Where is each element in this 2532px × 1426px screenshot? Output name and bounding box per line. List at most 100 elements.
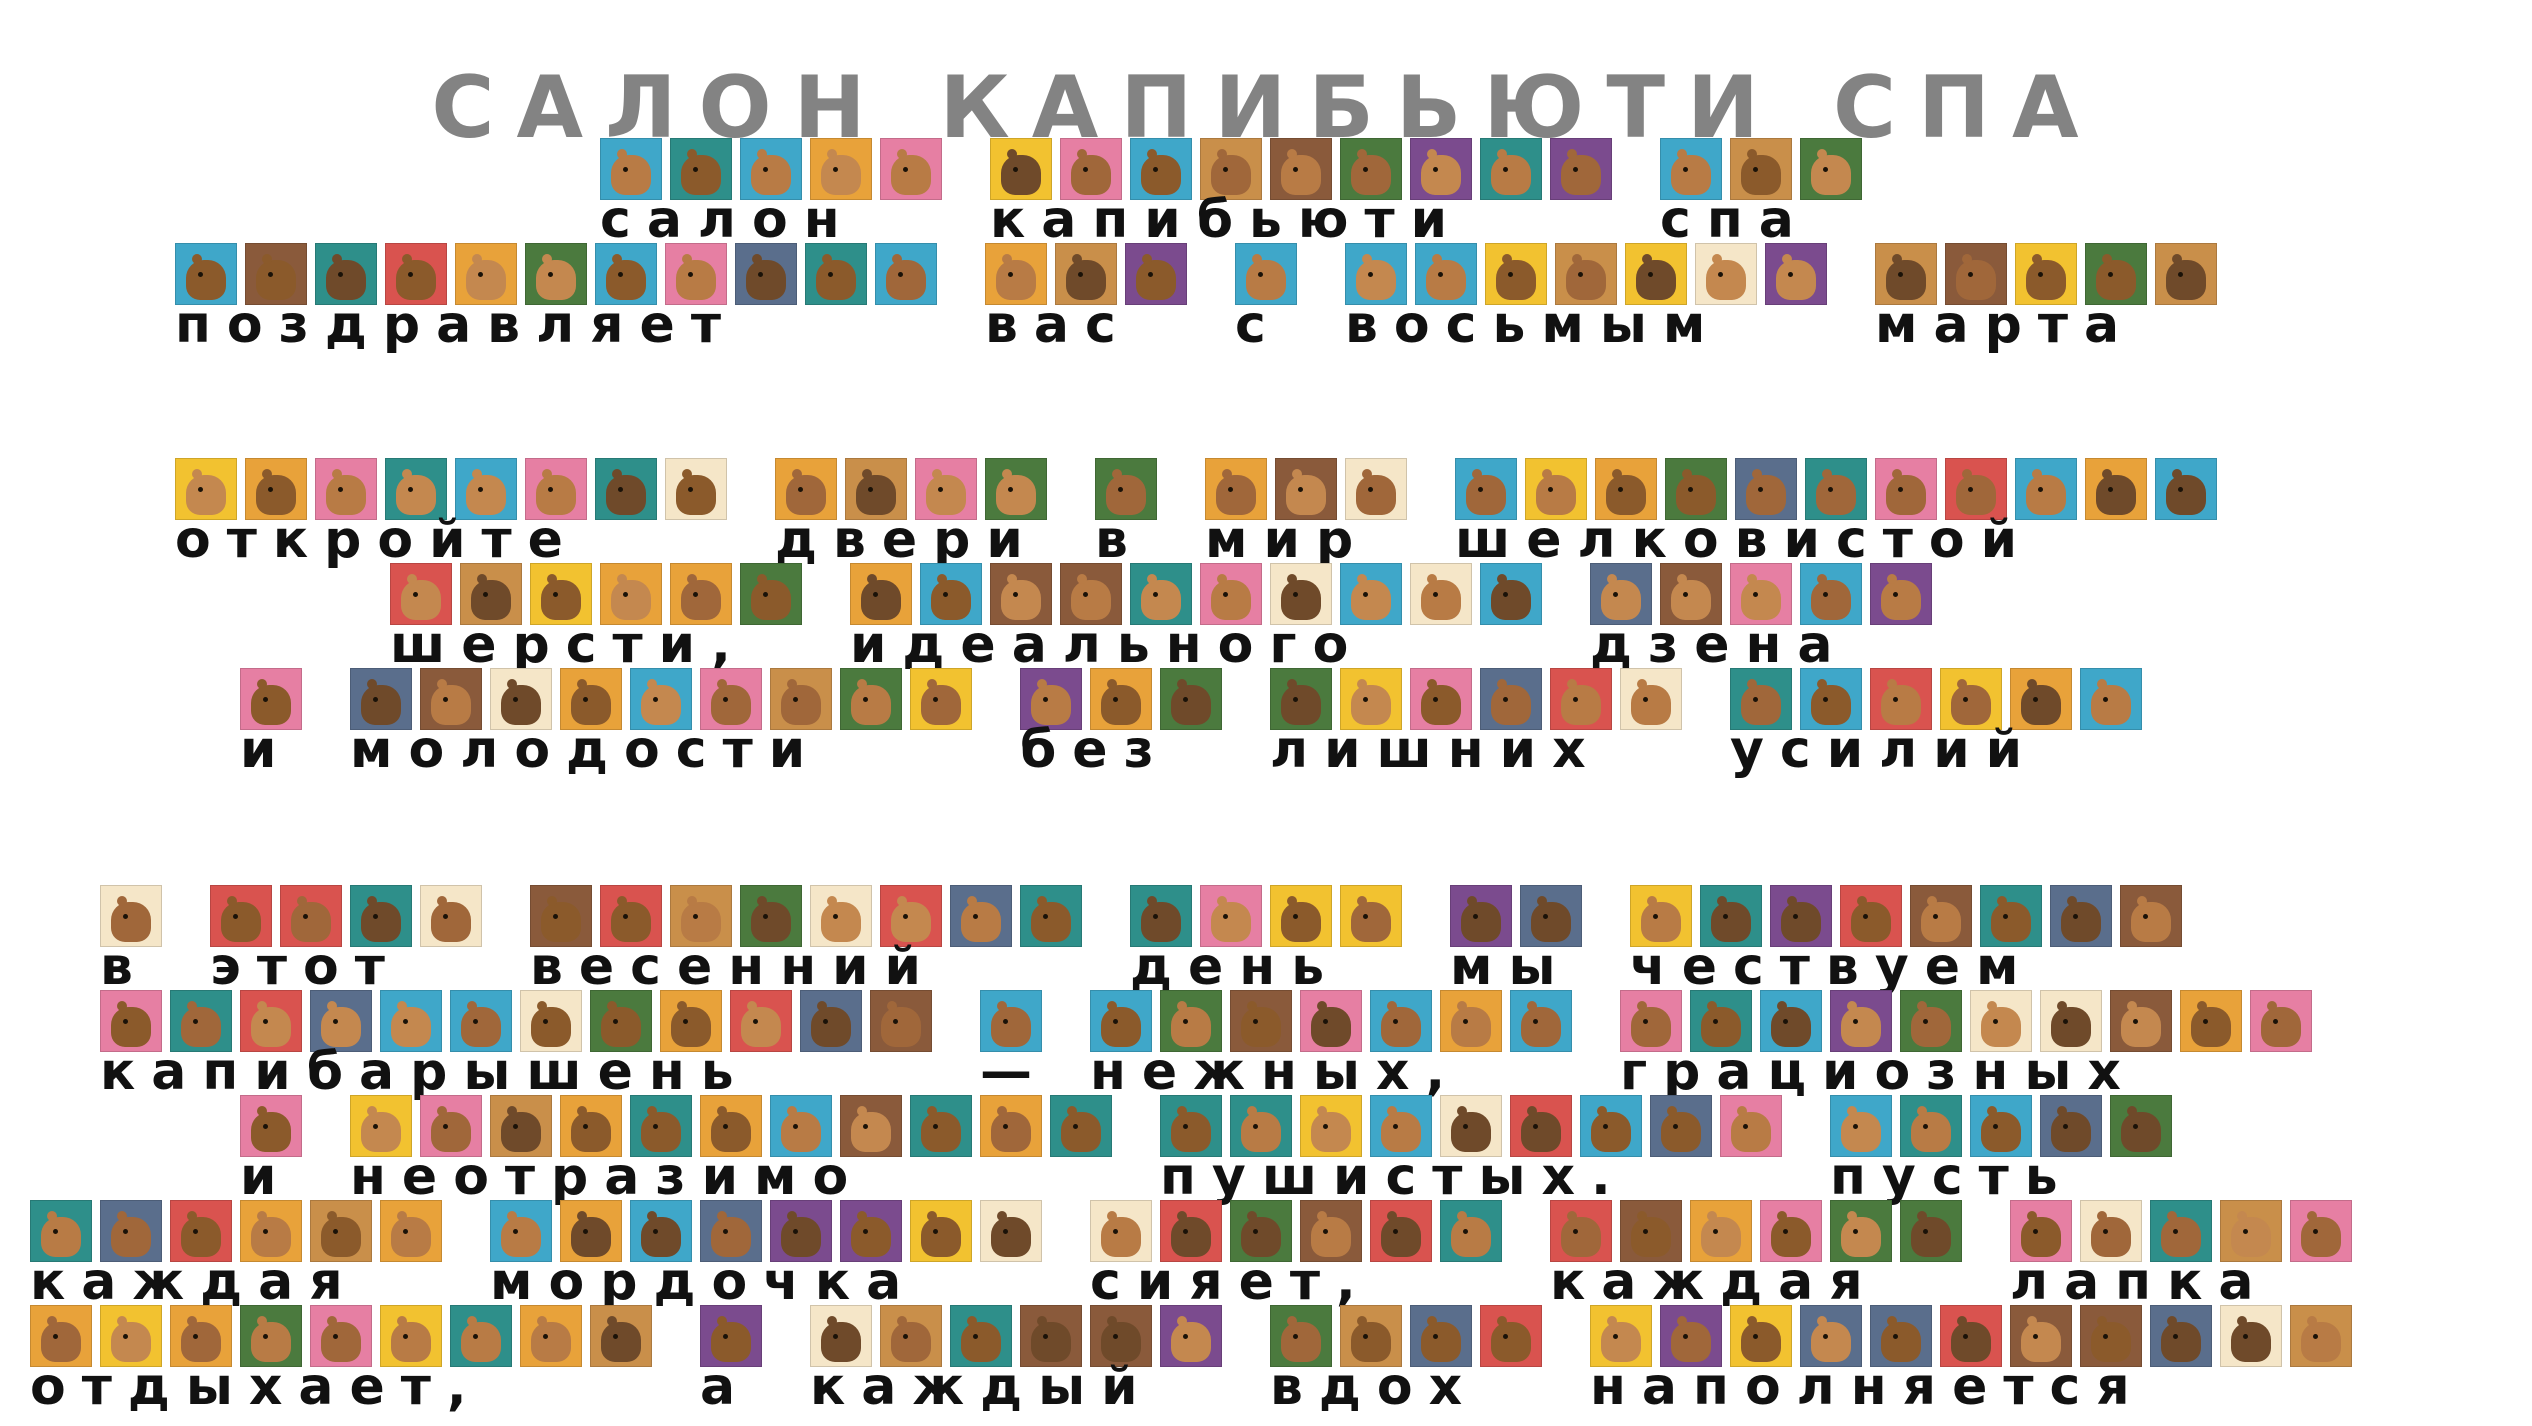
capybara-portrait-icon [490, 668, 552, 730]
capybara-portrait-icon [170, 990, 232, 1052]
handwritten-word: каждая [1550, 1252, 1879, 1312]
capybara-portrait-icon [1550, 668, 1612, 730]
capybara-portrait-icon [2080, 668, 2142, 730]
capybara-portrait-icon [1340, 885, 1402, 947]
capybara-portrait-icon [1770, 885, 1832, 947]
handwritten-word: в [100, 937, 149, 997]
capybara-portrait-icon [240, 668, 302, 730]
capybara-portrait-icon [350, 668, 412, 730]
capybara-portrait-icon [1370, 990, 1432, 1052]
capybara-portrait-icon [1805, 458, 1867, 520]
capybara-portrait-icon [455, 243, 517, 305]
capybara-portrait-icon [490, 1095, 552, 1157]
capybara-portrait-icon [1830, 990, 1892, 1052]
capybara-portrait-icon [1345, 458, 1407, 520]
handwritten-word: сияет, [1090, 1252, 1372, 1312]
capybara-portrait-icon [350, 885, 412, 947]
handwritten-word: вдох [1270, 1357, 1479, 1417]
capybara-portrait-icon [380, 990, 442, 1052]
capybara-portrait-icon [385, 458, 447, 520]
capybara-portrait-icon [1660, 138, 1722, 200]
handwritten-word: чествуем [1630, 937, 2035, 997]
capybara-portrait-icon [2085, 243, 2147, 305]
capybara-portrait-icon [770, 668, 832, 730]
capybara-portrait-icon [2010, 668, 2072, 730]
capybara-portrait-icon [600, 563, 662, 625]
capybara-portrait-icon [170, 1200, 232, 1262]
capybara-portrait-icon [1060, 563, 1122, 625]
capybara-portrait-icon [1700, 885, 1762, 947]
capybara-portrait-icon [2040, 1095, 2102, 1157]
capybara-portrait-icon [1800, 563, 1862, 625]
capybara-portrait-icon [1370, 1200, 1432, 1262]
handwritten-word: вас [985, 295, 1132, 355]
capybara-portrait-icon [1345, 243, 1407, 305]
capybara-portrait-icon [910, 1200, 972, 1262]
capybara-portrait-icon [630, 1200, 692, 1262]
capybara-portrait-icon [1660, 563, 1722, 625]
capybara-portrait-icon [1300, 1200, 1362, 1262]
capybara-portrait-icon [1130, 138, 1192, 200]
capybara-portrait-icon [2155, 458, 2217, 520]
handwritten-word: шелковистой [1455, 510, 2034, 570]
capybara-portrait-icon [950, 885, 1012, 947]
handwritten-word: пушистых. [1160, 1147, 1627, 1207]
capybara-portrait-icon [2040, 990, 2102, 1052]
capybara-portrait-icon [315, 458, 377, 520]
capybara-portrait-icon [450, 1305, 512, 1367]
capybara-portrait-icon [1090, 1305, 1152, 1367]
capybara-portrait-icon [1945, 243, 2007, 305]
capybara-portrait-icon [1370, 1095, 1432, 1157]
capybara-portrait-icon [1480, 668, 1542, 730]
capybara-portrait-icon [1520, 885, 1582, 947]
capybara-portrait-icon [595, 458, 657, 520]
capybara-portrait-icon [1160, 1200, 1222, 1262]
capybara-portrait-icon [2010, 1305, 2072, 1367]
capybara-portrait-icon [1690, 1200, 1752, 1262]
capybara-portrait-icon [980, 990, 1042, 1052]
handwritten-word: капибьюти [990, 190, 1464, 250]
capybara-portrait-icon [1910, 885, 1972, 947]
capybara-portrait-icon [380, 1305, 442, 1367]
capybara-portrait-icon [380, 1200, 442, 1262]
capybara-portrait-icon [210, 885, 272, 947]
capybara-portrait-icon [2155, 243, 2217, 305]
capybara-portrait-icon [310, 990, 372, 1052]
handwritten-word: двери [775, 510, 1039, 570]
handwritten-word: нежных, [1090, 1042, 1462, 1102]
capybara-portrait-icon [560, 1095, 622, 1157]
handwritten-word: неотразимо [350, 1147, 865, 1207]
capybara-portrait-icon [1830, 1200, 1892, 1262]
handwritten-word: а [700, 1357, 752, 1417]
handwritten-word: без [1020, 720, 1170, 780]
capybara-portrait-icon [2010, 1200, 2072, 1262]
capybara-portrait-icon [560, 1200, 622, 1262]
capybara-portrait-icon [1870, 1305, 1932, 1367]
capybara-portrait-icon [1970, 1095, 2032, 1157]
capybara-portrait-icon [840, 1200, 902, 1262]
capybara-portrait-icon [1340, 668, 1402, 730]
capybara-portrait-icon [2110, 990, 2172, 1052]
capybara-portrait-icon [2220, 1200, 2282, 1262]
handwritten-word: шерсти, [390, 615, 747, 675]
capybara-portrait-icon [990, 138, 1052, 200]
capybara-portrait-icon [1690, 990, 1752, 1052]
capybara-portrait-icon [520, 990, 582, 1052]
capybara-portrait-icon [1130, 563, 1192, 625]
capybara-portrait-icon [1020, 1305, 1082, 1367]
capybara-portrait-icon [1660, 1305, 1722, 1367]
capybara-portrait-icon [1480, 563, 1542, 625]
capybara-portrait-icon [1270, 563, 1332, 625]
capybara-portrait-icon [810, 1305, 872, 1367]
capybara-portrait-icon [1270, 138, 1332, 200]
capybara-portrait-icon [770, 1200, 832, 1262]
capybara-portrait-icon [660, 990, 722, 1052]
capybara-portrait-icon [2080, 1200, 2142, 1262]
capybara-portrait-icon [1620, 668, 1682, 730]
capybara-portrait-icon [2290, 1305, 2352, 1367]
capybara-portrait-icon [1940, 1305, 2002, 1367]
capybara-portrait-icon [590, 1305, 652, 1367]
capybara-portrait-icon [1595, 458, 1657, 520]
capybara-portrait-icon [1800, 138, 1862, 200]
capybara-portrait-icon [665, 458, 727, 520]
